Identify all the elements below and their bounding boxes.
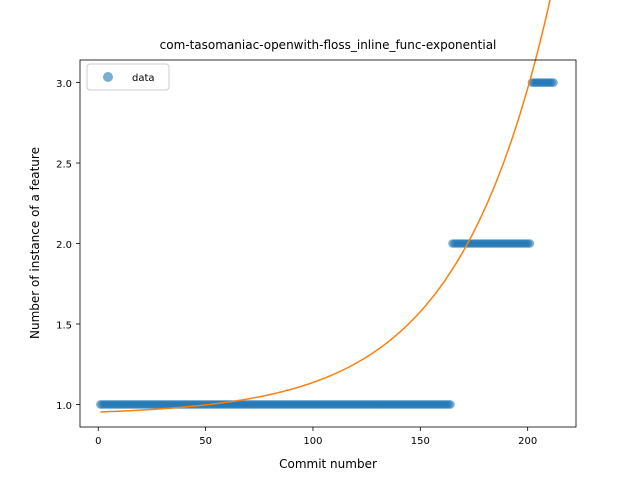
x-tick-label: 150 [411,436,430,447]
axes: 0 50 100 150 200 1.0 1.5 2.0 2.5 3.0 [56,59,577,447]
data-point [549,78,558,87]
y-tick-label: 3.0 [56,79,72,90]
y-axis-label: Number of instance of a feature [28,147,42,339]
legend: data [86,63,170,91]
y-tick-label: 1.0 [56,401,72,412]
y-tick-label: 2.5 [56,160,72,171]
x-axis-label: Commit number [279,457,377,471]
legend-frame [86,63,170,91]
data-point [525,239,535,248]
x-tick-label: 200 [518,436,537,447]
x-tick-label: 100 [303,436,322,447]
y-tick-label: 1.5 [56,320,72,331]
x-tick-label: 50 [199,436,212,447]
legend-marker-data [103,72,113,82]
fit-line [100,0,551,413]
legend-label-data: data [132,73,155,84]
chart-title: com-tasomaniac-openwith-floss_inline_fun… [160,38,497,52]
x-tick-label: 0 [95,436,101,447]
plot-area [96,0,558,413]
y-tick-label: 2.0 [56,240,72,251]
data-point [446,400,455,409]
